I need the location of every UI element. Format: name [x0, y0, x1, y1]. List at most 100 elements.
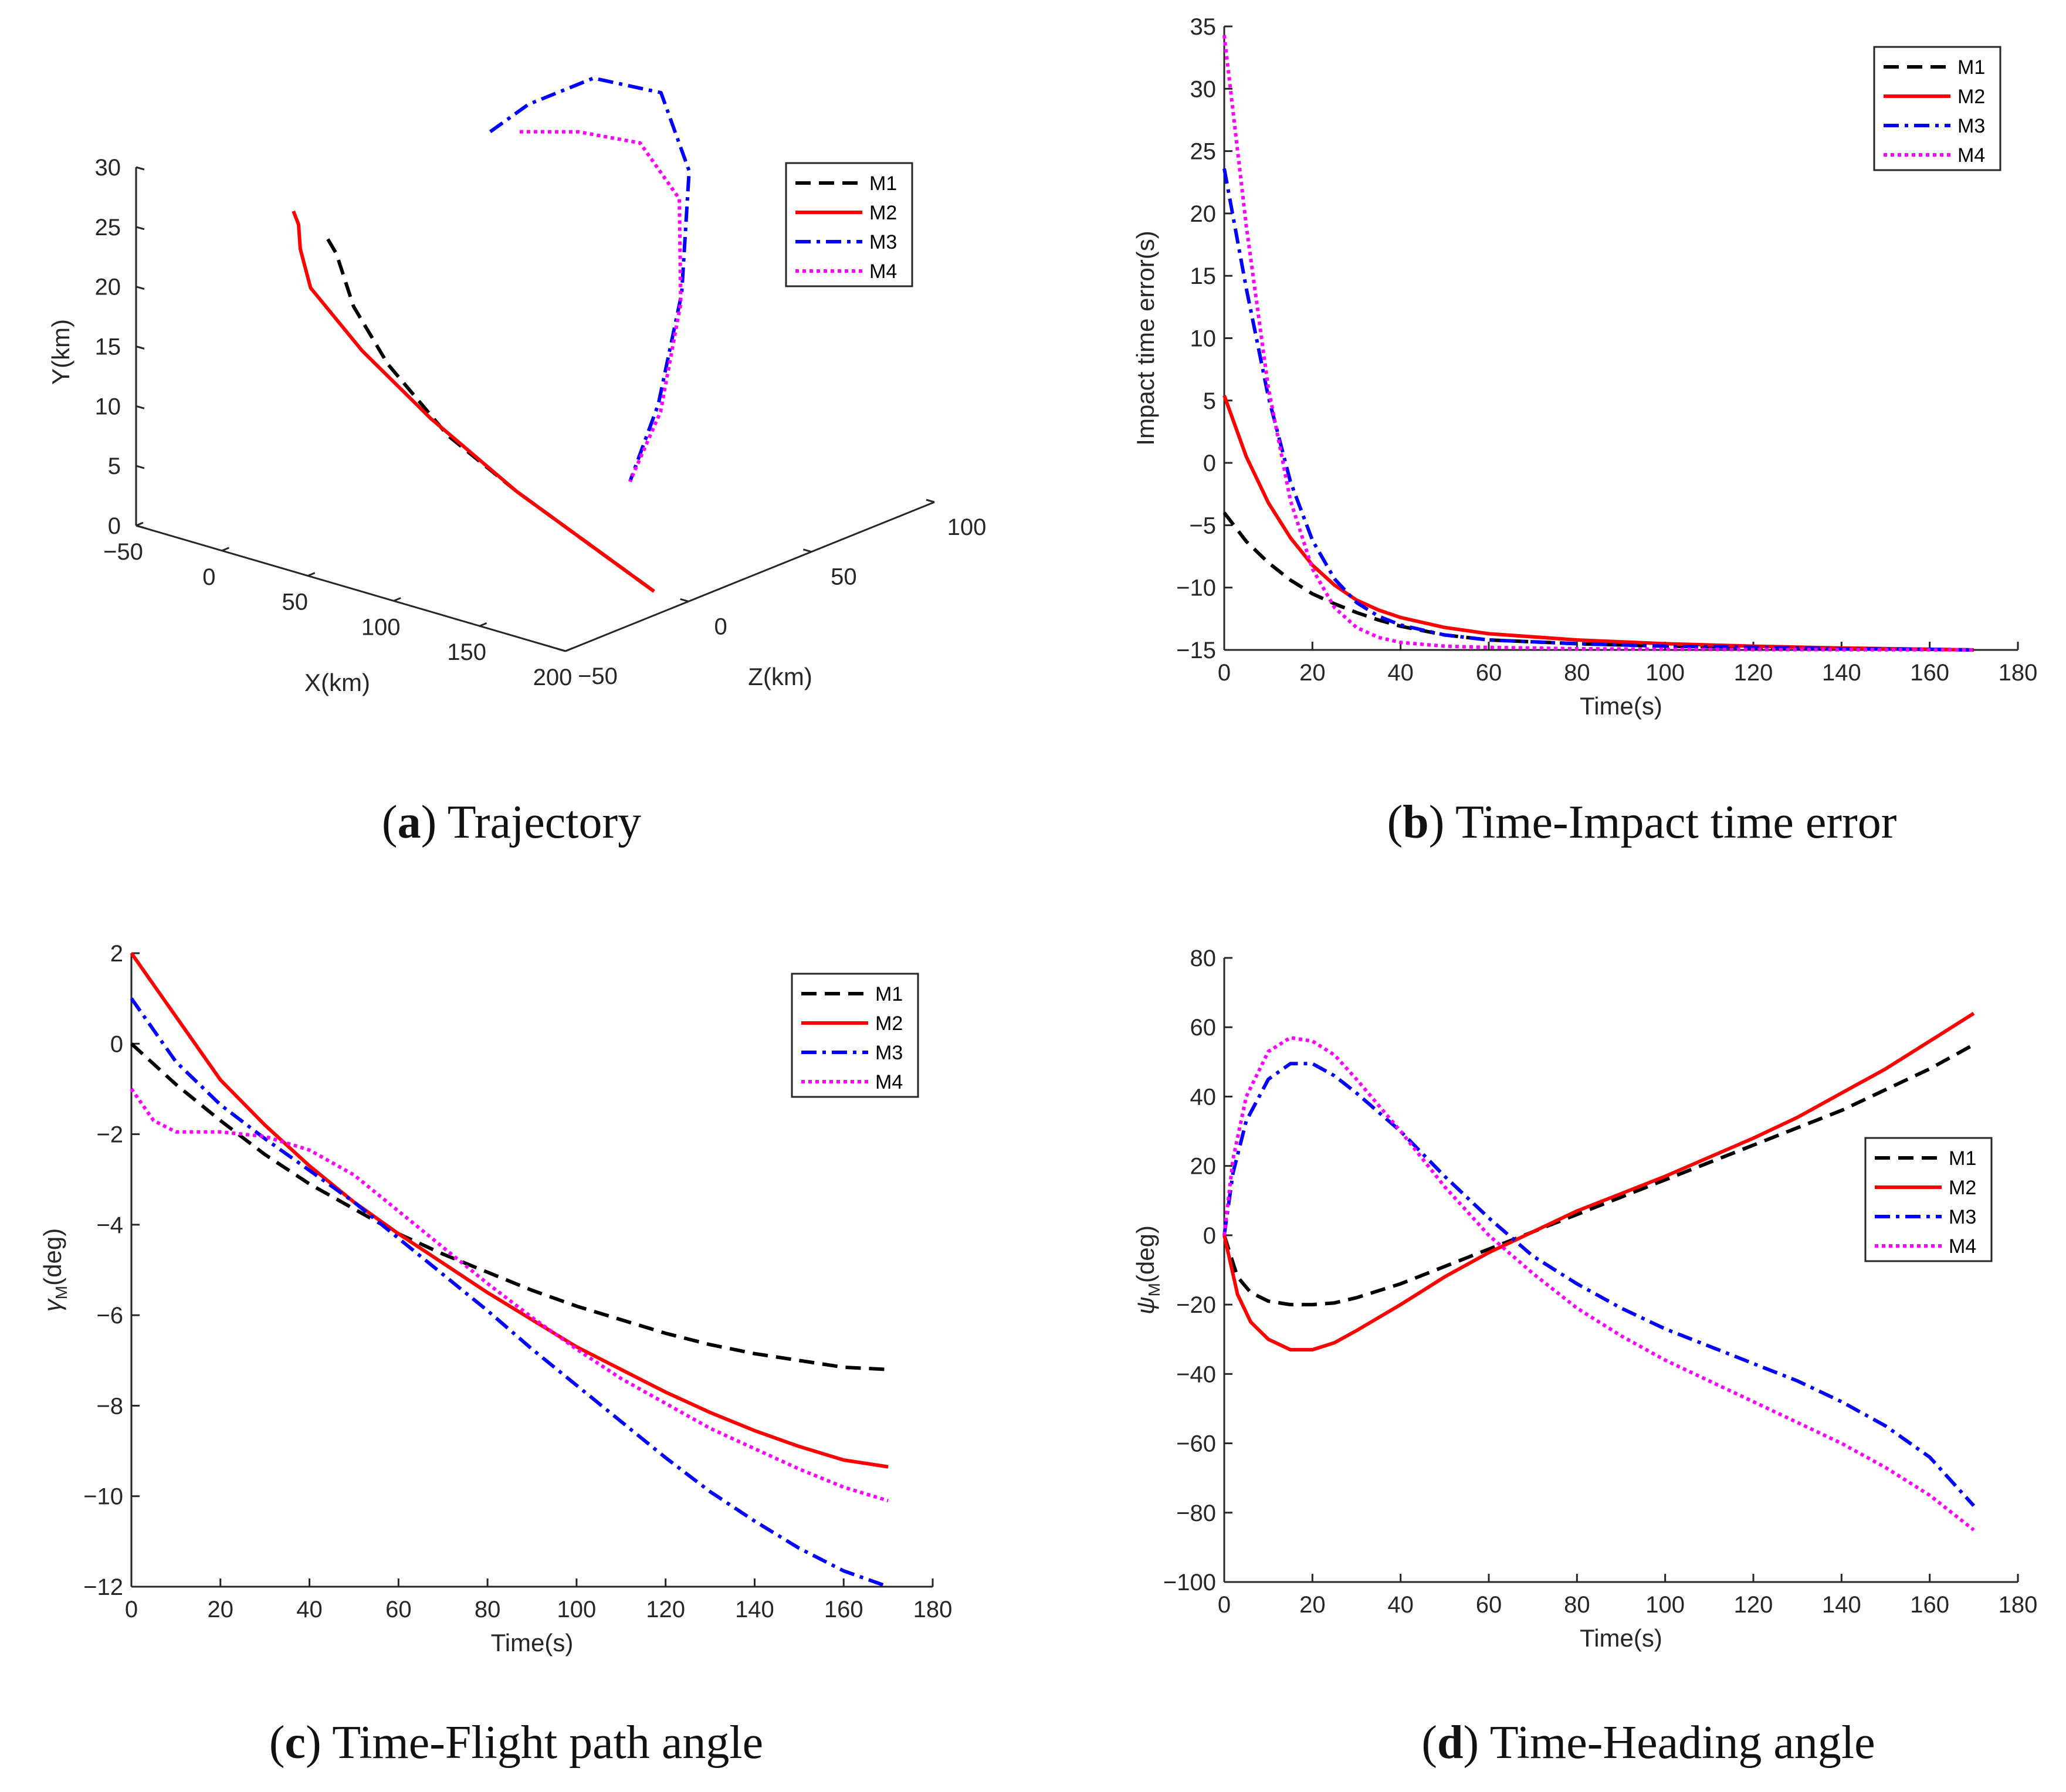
- x-tick-label: 180: [1999, 660, 2038, 686]
- series-line-m3: [1222, 1062, 1976, 1508]
- x-tick-label: 80: [1564, 660, 1590, 686]
- panel-c-flight-path-angle: 0 20 40 60 80 100 120 140 160 180 −12 −10 −8 −6 −4 −2 0 2…: [39, 941, 952, 1657]
- x-tick-label: 140: [1822, 1592, 1861, 1618]
- x-tick-label: 80: [1564, 1592, 1590, 1618]
- legend-label-m2: M2: [875, 1012, 903, 1035]
- series-line-m4: [1222, 35, 1974, 652]
- z-tick-label: 100: [947, 514, 987, 540]
- z-tick-mark: [557, 648, 566, 652]
- x-tick-label: 100: [1645, 1592, 1685, 1618]
- legend-label-m4: M4: [875, 1071, 903, 1093]
- legend-label-m4: M4: [1957, 144, 1985, 167]
- x-axis-line: [136, 524, 566, 652]
- legend-label-m3: M3: [1957, 115, 1985, 137]
- y-tick-mark: [136, 226, 145, 231]
- y-tick-label: 10: [1190, 326, 1217, 352]
- y-axis-label: Y(km): [47, 319, 74, 385]
- y-tick-label: −12: [83, 1574, 123, 1600]
- z-tick-label: 0: [714, 614, 727, 639]
- x-axis-label: Time(s): [1580, 692, 1662, 720]
- x-tick-label: 50: [282, 590, 309, 615]
- legend: M1 M2 M3 M4: [1864, 1137, 1993, 1262]
- x-tick-label: 0: [125, 1597, 138, 1622]
- y-tick-label: 20: [95, 275, 121, 300]
- y-tick-mark: [136, 524, 145, 529]
- caption-b: (b) Time-Impact time error: [1387, 797, 1897, 848]
- y-tick-label: 40: [1190, 1084, 1217, 1110]
- series-line-m2: [1222, 1012, 1975, 1351]
- x-tick-label: 180: [1999, 1592, 2038, 1618]
- y-tick-mark: [136, 465, 145, 469]
- series-line-m4: [519, 130, 683, 483]
- z-axis-line: [565, 501, 935, 652]
- y-tick-label: −2: [96, 1122, 123, 1148]
- x-tick-label: 40: [1387, 660, 1414, 686]
- y-axis-label: γM(deg): [39, 1228, 70, 1312]
- z-tick-mark: [802, 548, 812, 553]
- legend-label-m3: M3: [869, 231, 897, 253]
- y-tick-label: −8: [96, 1393, 123, 1419]
- legend-label-m2: M2: [869, 202, 897, 224]
- series-line-m2: [292, 210, 655, 593]
- legend-label-m2: M2: [1957, 86, 1985, 108]
- z-tick-label: 50: [831, 564, 857, 590]
- y-tick-label: 0: [1203, 450, 1216, 476]
- y-tick-label: 25: [1190, 139, 1217, 165]
- y-tick-label: 80: [1190, 946, 1217, 971]
- y-tick-mark: [136, 166, 145, 171]
- y-tick-label: −60: [1176, 1431, 1216, 1457]
- y-tick-mark: [136, 405, 145, 409]
- series-line-m3: [1222, 168, 1974, 652]
- x-tick-label: 150: [447, 639, 486, 665]
- legend-label-m1: M1: [869, 172, 897, 195]
- y-tick-label: 15: [95, 334, 121, 360]
- series-line-m2: [130, 952, 889, 1469]
- y-tick-label: 0: [110, 1031, 123, 1057]
- y-axis-label: Impact time error(s): [1132, 231, 1159, 445]
- x-axis-label: X(km): [304, 669, 370, 696]
- series-line-m2: [1222, 395, 1974, 652]
- z-tick-mark: [926, 499, 935, 503]
- y-axis-label: ψM(deg): [1132, 1225, 1163, 1315]
- y-tick-label: −100: [1163, 1570, 1216, 1595]
- x-tick-label: 40: [296, 1597, 323, 1622]
- panel-b-impact-time-error: 0 20 40 60 80 100 120 140 160 180 −15 −10 −5 0 5 10 15 20…: [1132, 14, 2037, 720]
- legend: M1 M2 M3 M4: [1873, 46, 2001, 171]
- series-line-m1: [130, 1042, 889, 1371]
- x-tick-label: 100: [1645, 660, 1685, 686]
- y-tick-label: −4: [96, 1212, 123, 1238]
- y-tick-label: −15: [1176, 638, 1216, 663]
- y-tick-label: 30: [95, 155, 121, 181]
- x-tick-label: 0: [202, 564, 215, 590]
- x-tick-label: 160: [1910, 660, 1949, 686]
- series-line-m1: [326, 238, 655, 593]
- caption-a: (a) Trajectory: [382, 797, 641, 848]
- y-tick-label: 20: [1190, 1154, 1217, 1180]
- x-tick-mark: [565, 647, 573, 652]
- y-tick-label: 2: [110, 941, 123, 967]
- y-tick-label: 20: [1190, 201, 1217, 227]
- legend: M1 M2 M3 M4: [791, 973, 919, 1098]
- z-tick-mark: [680, 598, 689, 602]
- y-tick-label: 0: [108, 513, 121, 539]
- series-line-m4: [1222, 1036, 1975, 1532]
- x-tick-label: 20: [1299, 1592, 1326, 1618]
- x-tick-label: 180: [913, 1597, 953, 1622]
- x-tick-label: 140: [1822, 660, 1861, 686]
- panel-d-heading-angle: 0 20 40 60 80 100 120 140 160 180 −100 −80 −60 −40 −20…: [1132, 946, 2037, 1652]
- x-tick-label: 0: [1218, 1592, 1231, 1618]
- x-tick-mark: [393, 597, 401, 602]
- x-tick-label: −50: [103, 539, 143, 565]
- z-axis-label: Z(km): [748, 663, 812, 690]
- y-tick-label: 35: [1190, 14, 1217, 40]
- x-tick-label: 60: [1476, 1592, 1502, 1618]
- series-line-m3: [489, 76, 691, 483]
- x-tick-label: 60: [385, 1597, 412, 1622]
- y-tick-label: 15: [1190, 263, 1217, 289]
- x-tick-label: 120: [646, 1597, 685, 1622]
- y-tick-mark: [136, 345, 145, 350]
- x-tick-label: 0: [1218, 660, 1231, 686]
- y-tick-label: −5: [1189, 513, 1216, 538]
- caption-c: (c) Time-Flight path angle: [269, 1717, 763, 1769]
